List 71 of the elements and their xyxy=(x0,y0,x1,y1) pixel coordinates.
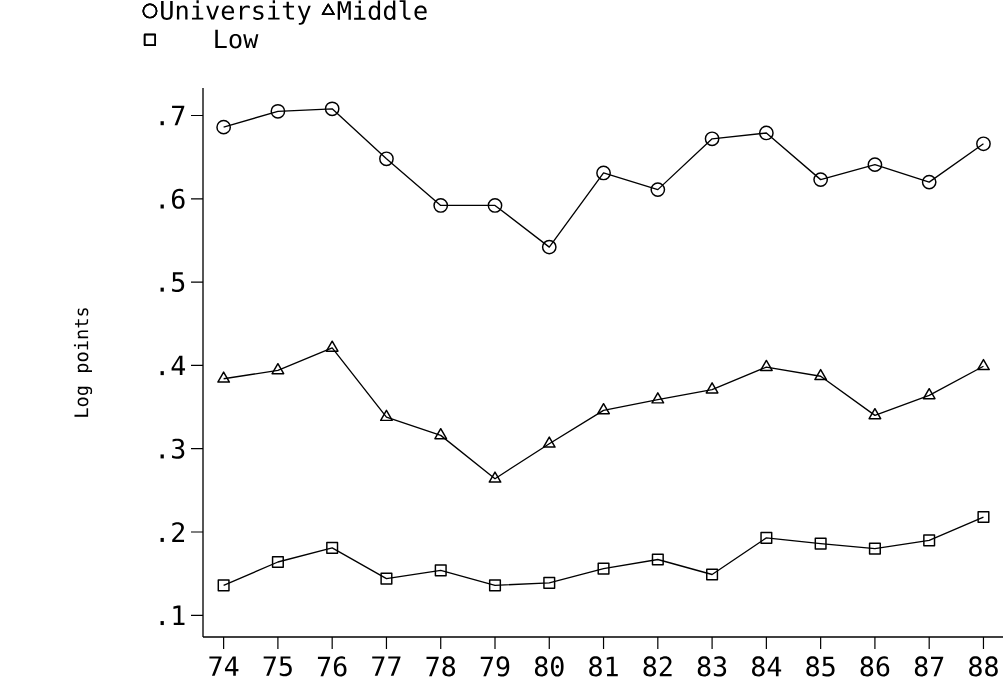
point xyxy=(271,555,284,569)
point xyxy=(814,368,828,381)
point xyxy=(433,198,449,213)
point xyxy=(704,131,720,147)
x-tick-label: 77 xyxy=(372,656,401,676)
y-axis-title: Log points xyxy=(73,308,93,417)
point xyxy=(487,198,503,213)
point xyxy=(597,402,611,415)
x-tick-label: 85 xyxy=(806,656,835,677)
point xyxy=(758,125,774,141)
point xyxy=(813,172,829,188)
y-tick-label: .7 xyxy=(160,105,185,126)
point xyxy=(217,371,231,383)
point xyxy=(976,358,990,371)
point xyxy=(922,387,936,400)
point xyxy=(759,359,773,372)
point xyxy=(867,157,883,173)
point xyxy=(542,436,556,448)
point xyxy=(541,239,557,255)
legend-label: University xyxy=(161,0,311,25)
point xyxy=(596,165,611,181)
x-tick-label: 88 xyxy=(969,656,998,677)
point xyxy=(271,362,285,375)
x-tick-label: 83 xyxy=(697,656,727,677)
point xyxy=(325,340,339,352)
x-tick-label: 79 xyxy=(480,656,510,677)
point xyxy=(705,382,719,394)
y-tick-label: .3 xyxy=(160,438,185,459)
x-tick-label: 75 xyxy=(263,656,292,677)
point xyxy=(814,537,827,550)
point xyxy=(217,579,230,592)
point xyxy=(868,407,882,420)
x-tick-label: 84 xyxy=(752,656,782,677)
x-tick-label: 74 xyxy=(209,656,239,676)
point xyxy=(543,576,556,589)
y-tick-label: .5 xyxy=(160,272,185,292)
x-tick-label: 82 xyxy=(643,656,672,677)
legend-label: Low xyxy=(215,29,259,49)
point xyxy=(976,136,991,152)
x-tick-label: 78 xyxy=(426,656,456,677)
point xyxy=(488,579,502,592)
point xyxy=(760,531,773,544)
point xyxy=(379,151,394,167)
point xyxy=(379,409,393,422)
point xyxy=(380,572,393,585)
point xyxy=(868,542,881,555)
point xyxy=(597,562,610,575)
legend-label: Middle xyxy=(337,0,427,20)
point xyxy=(488,471,502,483)
point xyxy=(650,182,666,198)
point xyxy=(434,427,448,440)
point xyxy=(270,103,286,119)
y-tick-label: .1 xyxy=(160,605,185,626)
x-tick-label: 87 xyxy=(914,656,944,677)
point xyxy=(977,510,990,524)
x-tick-label: 86 xyxy=(860,656,890,677)
y-tick-label: .2 xyxy=(160,522,185,542)
point xyxy=(326,541,339,554)
x-tick-label: 81 xyxy=(589,656,618,677)
y-tick-label: .6 xyxy=(160,188,185,209)
point xyxy=(651,392,665,404)
point xyxy=(651,553,664,566)
y-tick-label: .4 xyxy=(160,355,186,376)
point xyxy=(216,119,232,135)
x-tick-label: 80 xyxy=(534,656,564,677)
x-tick-label: 76 xyxy=(317,656,347,677)
point xyxy=(324,101,340,117)
point xyxy=(923,534,936,547)
point xyxy=(921,174,937,190)
point xyxy=(706,568,719,581)
point xyxy=(434,564,447,577)
